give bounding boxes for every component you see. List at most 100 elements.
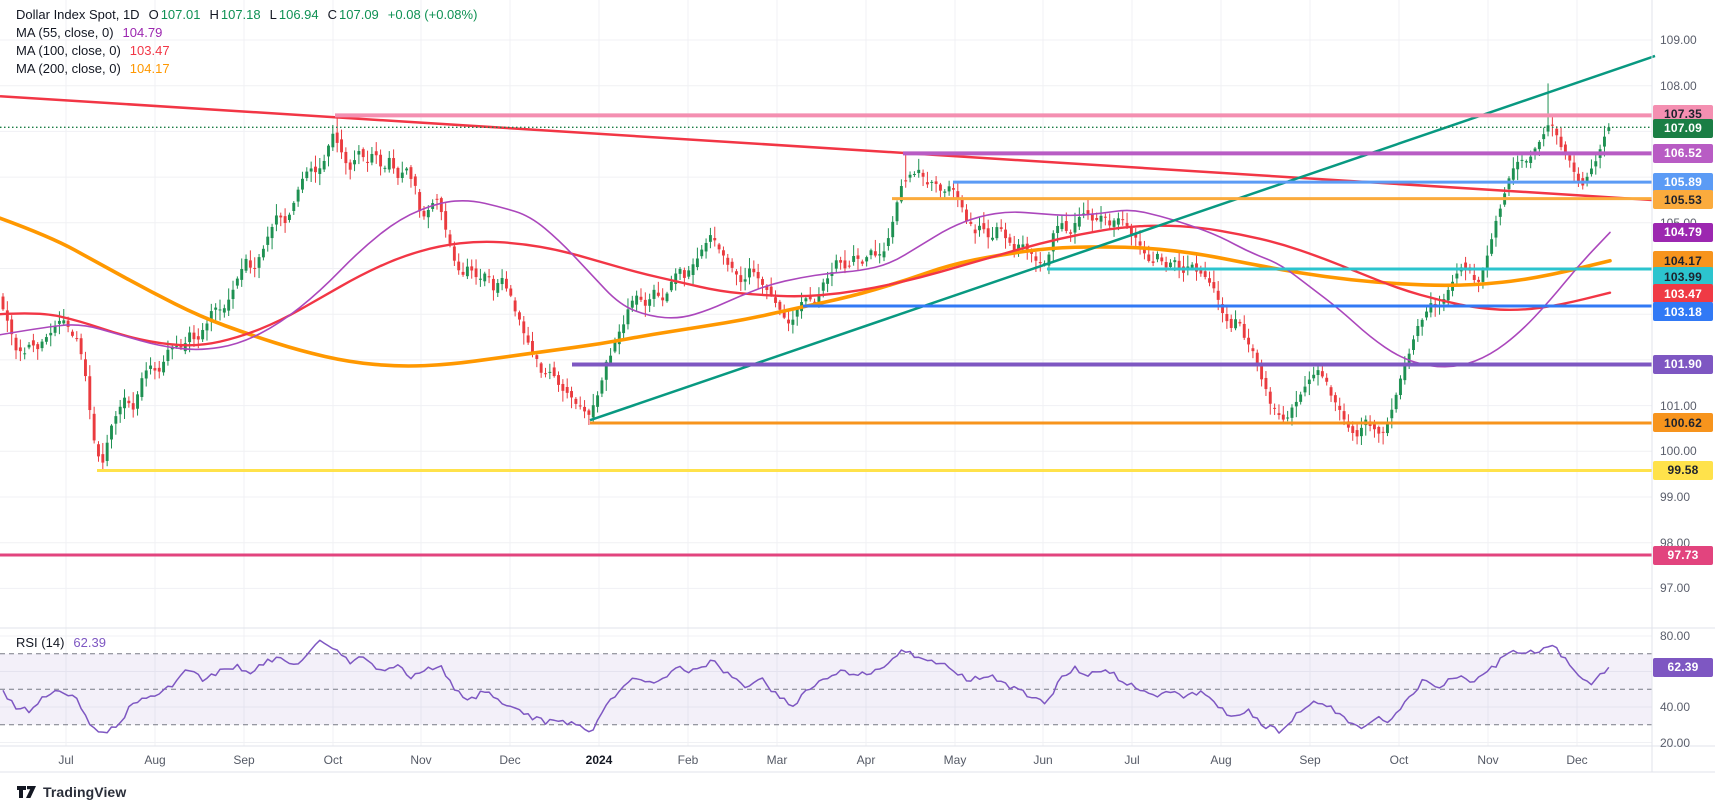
- candle: [353, 160, 356, 165]
- candle: [1103, 216, 1107, 218]
- candle: [1008, 237, 1012, 243]
- candle: [1021, 244, 1025, 248]
- price-label-badge-101.90[interactable]: 101.90: [1653, 354, 1713, 374]
- ma55-legend-row[interactable]: MA (55, close, 0) 104.79: [16, 23, 477, 41]
- candle: [166, 349, 170, 362]
- price-label-badge-97.73[interactable]: 97.73: [1653, 545, 1713, 565]
- candle: [826, 278, 830, 284]
- candle: [1572, 162, 1576, 172]
- candle: [444, 211, 448, 230]
- ma-line-ma200: [0, 216, 1612, 368]
- candle: [118, 406, 122, 415]
- time-axis-label: Aug: [144, 753, 166, 767]
- tradingview-logo[interactable]: TradingView: [16, 782, 126, 802]
- candle: [1212, 282, 1216, 289]
- candle: [188, 332, 192, 343]
- candle: [860, 261, 864, 264]
- candle: [270, 226, 274, 239]
- candle: [704, 242, 708, 252]
- candle: [452, 246, 456, 261]
- candle: [88, 376, 92, 411]
- candle: [279, 215, 283, 218]
- candle: [84, 359, 87, 377]
- ma100-label: MA (100, close, 0): [16, 42, 121, 58]
- candle: [1134, 234, 1138, 238]
- candle: [114, 416, 118, 424]
- candle: [66, 320, 70, 327]
- candle: [36, 344, 40, 350]
- candle: [75, 338, 79, 340]
- candle: [1138, 241, 1142, 246]
- price-label-badge-99.58[interactable]: 99.58: [1653, 460, 1713, 480]
- candle: [1603, 136, 1606, 147]
- candle: [1030, 251, 1034, 254]
- change-value: +0.08 (+0.08%): [387, 6, 478, 22]
- price-label-badge-105.53[interactable]: 105.53: [1653, 190, 1713, 210]
- candle: [708, 235, 712, 242]
- candle: [439, 198, 443, 213]
- candle: [1073, 223, 1077, 233]
- candle: [895, 202, 899, 222]
- candle: [934, 181, 938, 184]
- candle: [18, 347, 22, 352]
- candle: [1095, 218, 1099, 220]
- ma55-value: 104.79: [122, 24, 163, 40]
- candle: [62, 320, 66, 324]
- price-label-badge-104.79: 104.79: [1653, 222, 1713, 242]
- candle: [873, 251, 877, 256]
- price-label-badge-106.52[interactable]: 106.52: [1653, 143, 1713, 163]
- time-axis[interactable]: Jul Aug Sep Oct Nov Dec 2024 Feb Mar Apr May Jun Jul…: [0, 746, 1652, 772]
- candle: [10, 319, 14, 335]
- candle: [149, 365, 153, 369]
- candle: [162, 361, 166, 373]
- candle: [882, 251, 886, 258]
- price-axis[interactable]: 109.00108.00105.00101.00100.0099.0098.00…: [1652, 0, 1715, 772]
- candle: [656, 292, 660, 296]
- candle: [1273, 407, 1277, 409]
- candle: [1056, 225, 1060, 234]
- candle: [1585, 176, 1589, 184]
- candle: [1260, 364, 1264, 380]
- price-tick-label: 20.00: [1660, 735, 1691, 750]
- candle: [839, 260, 843, 263]
- candle: [756, 271, 760, 279]
- candle: [1546, 125, 1550, 132]
- candle: [509, 288, 513, 296]
- candle: [904, 180, 908, 182]
- candle: [5, 310, 9, 321]
- time-axis-label: 2024: [585, 753, 613, 767]
- rsi-legend-row[interactable]: RSI (14) 62.39: [16, 635, 106, 650]
- candle: [49, 332, 53, 336]
- time-axis-label: Nov: [410, 753, 432, 767]
- price-label-badge-103.18[interactable]: 103.18: [1653, 302, 1713, 322]
- price-label-badge-105.89[interactable]: 105.89: [1653, 172, 1713, 192]
- tradingview-logo-icon: [17, 786, 36, 798]
- candle: [31, 340, 35, 346]
- candle: [296, 189, 300, 202]
- ma200-legend-row[interactable]: MA (200, close, 0) 104.17: [16, 59, 477, 77]
- candle: [1034, 256, 1038, 261]
- trendline-descending-resistance[interactable]: [0, 94, 1653, 202]
- candle: [1555, 128, 1559, 136]
- candle: [791, 319, 795, 325]
- ma100-legend-row[interactable]: MA (100, close, 0) 103.47: [16, 41, 477, 59]
- candle: [1516, 161, 1520, 170]
- candle: [1234, 319, 1238, 329]
- candle: [435, 198, 439, 200]
- candle: [752, 268, 756, 273]
- candle: [101, 454, 105, 463]
- candle: [1386, 423, 1389, 434]
- price-label-badge-103.99[interactable]: 103.99: [1653, 267, 1713, 287]
- candle: [105, 442, 109, 461]
- candle: [470, 266, 474, 271]
- candle: [960, 198, 964, 208]
- price-tick-label: 80.00: [1660, 629, 1691, 643]
- candle: [1012, 243, 1016, 253]
- candle: [891, 221, 895, 238]
- candle: [830, 272, 834, 276]
- price-tick-label: 108.00: [1660, 78, 1697, 93]
- price-label-badge-100.62[interactable]: 100.62: [1653, 413, 1713, 433]
